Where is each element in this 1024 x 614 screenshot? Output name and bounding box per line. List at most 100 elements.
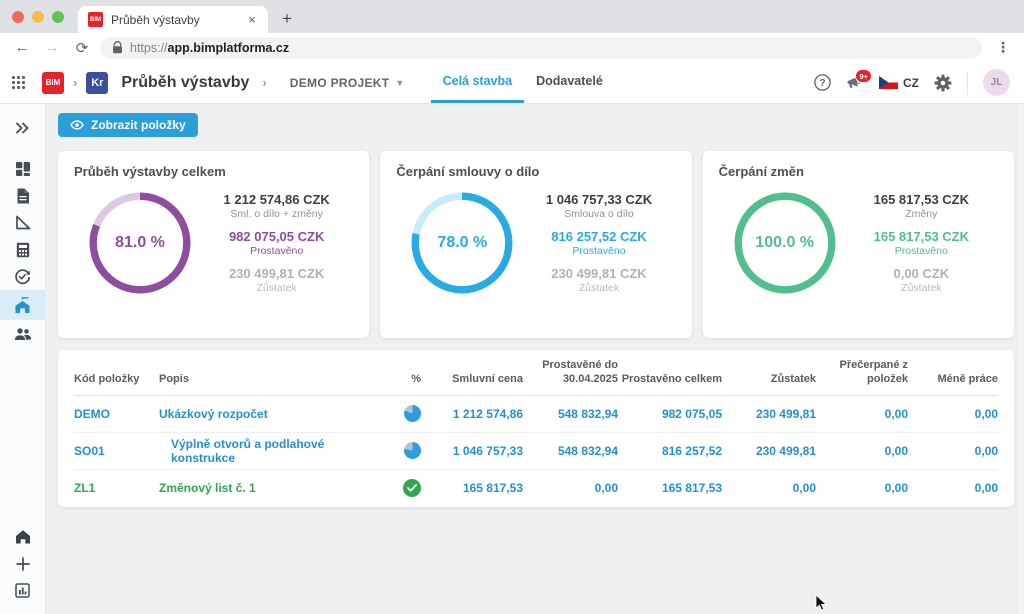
close-window-button[interactable]	[12, 11, 24, 23]
dashboard-icon	[15, 161, 31, 177]
browser-tab[interactable]: BIM Průběh výstavby ×	[78, 6, 268, 33]
divider	[967, 71, 968, 95]
breadcrumb-chevron-icon: ›	[73, 75, 77, 90]
house-crane-icon	[14, 297, 31, 314]
donut-chart: 100.0 %	[733, 191, 837, 295]
view-tabs: Celá stavba Dodavatelé	[431, 62, 615, 103]
sidebar-item-drawings[interactable]	[0, 209, 45, 236]
col-kod-polozky[interactable]: Kód položky	[74, 373, 159, 387]
breadcrumb-chevron-icon: ›	[262, 75, 266, 90]
card-cerpani-zmen: Čerpání změn 100.0 % 165 817,53 CZKZměny…	[703, 151, 1014, 338]
stat-total: 1 046 757,33 CZKSmlouva o dílo	[522, 192, 675, 220]
main-content: Zobrazit položky Průběh výstavby celkem …	[46, 104, 1024, 614]
col-mene-prace[interactable]: Méně práce	[908, 373, 998, 387]
sidebar-item-approvals[interactable]	[0, 263, 45, 290]
browser-tab-bar: BIM Průběh výstavby × +	[0, 0, 1024, 33]
url-scheme: https://	[130, 41, 168, 55]
eye-icon	[70, 120, 84, 130]
app-header: BIM › Kr Průběh výstavby › DEMO PROJEKT …	[0, 62, 1024, 104]
bar-chart-icon	[15, 583, 30, 598]
stat-built: 165 817,53 CZKProstavěno	[845, 229, 998, 257]
scrollbar[interactable]	[1017, 104, 1024, 614]
col-precerpane[interactable]: Přečerpané z položek	[816, 359, 908, 387]
window-controls	[0, 0, 78, 33]
donut-percent-label: 78.0 %	[410, 191, 514, 295]
sidebar-item-home[interactable]	[0, 523, 45, 550]
sync-check-icon	[14, 268, 31, 285]
tab-dodavatele[interactable]: Dodavatelé	[524, 62, 615, 103]
sidebar-item-construction-progress[interactable]	[0, 290, 45, 320]
plus-icon	[16, 557, 30, 571]
card-cerpani-smlouvy: Čerpání smlouvy o dílo 78.0 % 1 046 757,…	[380, 151, 691, 338]
project-selector[interactable]: DEMO PROJEKT ▼	[290, 76, 405, 90]
sidebar-item-budget[interactable]	[0, 236, 45, 263]
table-header-row: Kód položky Popis % Smluvní cena Prostav…	[74, 350, 998, 396]
item-code[interactable]: ZL1	[74, 481, 159, 495]
donut-percent-label: 81.0 %	[88, 191, 192, 295]
sidebar-item-documents[interactable]	[0, 182, 45, 209]
table-row[interactable]: DEMO Ukázkový rozpočet 1 212 574,86 548 …	[74, 396, 998, 433]
document-icon	[16, 188, 30, 204]
item-description[interactable]: Výplně otvorů a podlahové konstrukce	[159, 437, 379, 465]
item-code[interactable]: SO01	[74, 444, 159, 458]
item-code[interactable]: DEMO	[74, 407, 159, 421]
summary-cards: Průběh výstavby celkem 81.0 % 1 212 574,…	[58, 151, 1014, 338]
announcements-icon[interactable]: 9+	[846, 75, 864, 90]
sidebar-item-add[interactable]	[0, 550, 45, 577]
reload-icon[interactable]: ⟳	[70, 39, 94, 57]
user-avatar[interactable]: JL	[983, 69, 1010, 96]
left-sidebar	[0, 104, 46, 614]
forward-icon[interactable]: →	[40, 39, 64, 56]
set-square-icon	[15, 215, 31, 230]
lock-icon	[112, 41, 123, 54]
help-icon[interactable]: ?	[814, 74, 831, 91]
stat-built: 816 257,52 CZKProstavěno	[522, 229, 675, 257]
new-tab-button[interactable]: +	[268, 9, 306, 33]
items-table: Kód položky Popis % Smluvní cena Prostav…	[58, 350, 1014, 507]
language-label: CZ	[903, 76, 919, 90]
col-prostavene-do[interactable]: Prostavěné do 30.04.2025	[523, 359, 618, 387]
item-description[interactable]: Ukázkový rozpočet	[159, 407, 379, 421]
sidebar-item-dashboard[interactable]	[0, 155, 45, 182]
tab-close-icon[interactable]: ×	[246, 12, 258, 27]
sidebar-item-team[interactable]	[0, 320, 45, 347]
svg-text:?: ?	[819, 78, 825, 89]
stat-built: 982 075,05 CZKProstavěno	[200, 229, 353, 257]
settings-gear-icon[interactable]	[934, 74, 952, 92]
minimize-window-button[interactable]	[32, 11, 44, 23]
address-bar[interactable]: https://app.bimplatforma.cz	[100, 37, 982, 59]
language-selector[interactable]: CZ	[879, 76, 919, 90]
sidebar-expand-button[interactable]	[0, 114, 45, 141]
stat-remaining: 230 499,81 CZKZůstatek	[522, 266, 675, 294]
zoom-window-button[interactable]	[52, 11, 64, 23]
tab-title: Průběh výstavby	[111, 13, 238, 27]
czech-flag-icon	[879, 76, 898, 89]
browser-toolbar: ← → ⟳ https://app.bimplatforma.cz ⋮	[0, 33, 1024, 62]
check-circle-icon	[403, 479, 421, 497]
table-row[interactable]: SO01 Výplně otvorů a podlahové konstrukc…	[74, 433, 998, 470]
browser-menu-icon[interactable]: ⋮	[988, 39, 1014, 56]
stat-remaining: 230 499,81 CZKZůstatek	[200, 266, 353, 294]
col-smluvni-cena[interactable]: Smluvní cena	[421, 373, 523, 387]
progress-pie-icon	[404, 405, 421, 422]
sidebar-item-reports[interactable]	[0, 577, 45, 604]
notification-badge: 9+	[855, 69, 872, 83]
back-icon[interactable]: ←	[10, 39, 34, 56]
col-zustatek[interactable]: Zůstatek	[722, 373, 816, 387]
kros-logo[interactable]: Kr	[86, 72, 108, 94]
chevron-down-icon: ▼	[395, 78, 404, 88]
col-popis[interactable]: Popis	[159, 373, 379, 387]
progress-pie-icon	[404, 442, 421, 459]
card-title: Čerpání smlouvy o dílo	[396, 164, 675, 179]
table-row[interactable]: ZL1 Změnový list č. 1 165 817,53 0,00 16…	[74, 470, 998, 507]
stat-total: 165 817,53 CZKZměny	[845, 192, 998, 220]
bim-logo[interactable]: BIM	[42, 72, 64, 94]
apps-grid-icon[interactable]	[12, 76, 25, 89]
bim-favicon-icon: BIM	[88, 12, 103, 27]
col-percent[interactable]: %	[379, 373, 421, 387]
tab-cela-stavba[interactable]: Celá stavba	[431, 62, 524, 103]
stat-remaining: 0,00 CZKZůstatek	[845, 266, 998, 294]
col-prostaveno-celkem[interactable]: Prostavěno celkem	[618, 373, 722, 387]
item-description[interactable]: Změnový list č. 1	[159, 481, 379, 495]
show-items-button[interactable]: Zobrazit položky	[58, 113, 198, 137]
